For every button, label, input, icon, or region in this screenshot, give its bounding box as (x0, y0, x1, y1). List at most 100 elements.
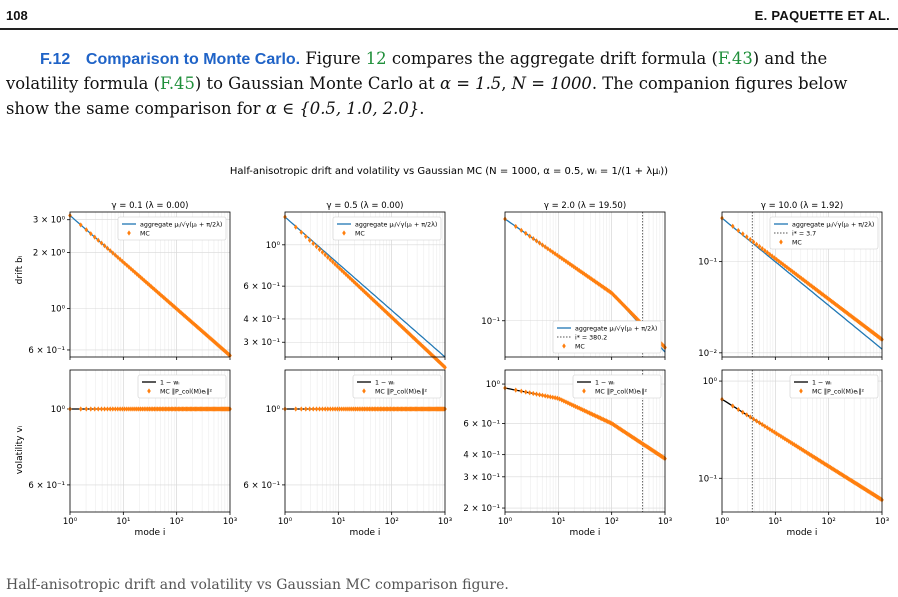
mc-marker (350, 406, 354, 412)
mc-marker (623, 304, 628, 310)
mc-marker (299, 406, 304, 412)
legend: 1 − wᵢ MC ‖P_col(M)eᵢ‖² (137, 374, 227, 399)
mc-marker (760, 421, 764, 428)
mc-marker (311, 240, 316, 247)
legend: aggregate μᵢ/√γ(μᵢ + π/2λ) i* = 380.2 MC (552, 320, 662, 354)
x-tick-label: 10⁰ (498, 517, 513, 527)
mc-marker (827, 296, 831, 302)
mc-marker (631, 312, 635, 318)
equation-ref-vol[interactable]: F.45 (160, 74, 195, 93)
mc-marker (754, 418, 759, 424)
mc-marker (127, 406, 131, 412)
axes-frame (721, 369, 883, 513)
mc-marker (754, 241, 759, 247)
legend-marker-swatch (362, 388, 366, 394)
mc-marker (767, 251, 772, 257)
mc-marker (96, 237, 101, 243)
mc-marker (355, 282, 360, 288)
mc-marker (831, 466, 835, 472)
y-tick-label: 10⁰ (266, 405, 281, 415)
legend-label: MC (355, 231, 365, 238)
panel-title: γ = 0.5 (λ = 0.00) (327, 201, 404, 211)
mc-marker (835, 302, 839, 309)
header-rule (0, 28, 898, 30)
legend-marker-swatch (342, 230, 346, 236)
mc-marker (353, 406, 358, 412)
mc-marker (607, 288, 611, 294)
mc-marker (550, 394, 555, 400)
x-tick-label: 10³ (438, 517, 452, 527)
axes-frame (721, 211, 883, 358)
mc-marker (337, 406, 342, 412)
mc-marker (618, 426, 622, 432)
mc-marker (610, 290, 614, 296)
mc-marker (827, 463, 831, 470)
mc-marker (293, 224, 298, 230)
legend-label: MC ‖P_col(M)eᵢ‖² (595, 389, 647, 396)
legend: aggregate μᵢ/√γ(μᵢ + π/2λ) MC (117, 216, 227, 241)
mc-marker (350, 277, 354, 283)
mc-marker (744, 412, 749, 418)
mc-marker (608, 289, 613, 295)
mc-marker (293, 406, 298, 412)
mc-marker (783, 436, 787, 442)
mc-marker (173, 305, 178, 311)
mc-marker (540, 392, 545, 398)
mc-marker (314, 244, 319, 250)
y-tick-label: 3 × 10⁻¹ (463, 473, 500, 483)
mc-marker (765, 425, 770, 431)
mc-marker (131, 267, 135, 274)
mc-marker (185, 315, 190, 322)
mc-marker (92, 234, 97, 240)
mc-marker (414, 338, 419, 344)
mc-marker (129, 406, 133, 412)
mc-marker (543, 393, 547, 399)
figure-ref-link[interactable]: 12 (365, 49, 387, 68)
mc-marker (108, 406, 112, 412)
legend-box (352, 374, 442, 399)
panel-drift-4: 10⁻¹ 10⁻² γ = 10.0 (λ = 1.92) aggregate μᵢ/… (698, 201, 884, 360)
mc-marker (142, 277, 146, 284)
mc-marker (748, 236, 753, 243)
para-text-1: Figure (300, 49, 366, 68)
mc-marker (799, 275, 804, 281)
x-tick-label: 10⁰ (63, 517, 78, 527)
mc-marker (344, 406, 348, 412)
mc-marker (519, 227, 524, 233)
mc-marker (314, 406, 319, 412)
mc-marker (740, 231, 745, 237)
mc-marker (381, 306, 386, 313)
legend-label: MC ‖P_col(M)eᵢ‖² (375, 389, 427, 396)
mc-marker (201, 329, 205, 335)
mc-marker (523, 230, 528, 237)
mc-marker (763, 423, 767, 429)
x-axis-label: mode i (570, 528, 601, 538)
mc-marker (832, 300, 837, 307)
mc-marker (774, 430, 779, 437)
y-tick-label: 3 × 10⁰ (33, 216, 66, 226)
legend-marker-swatch (799, 388, 803, 394)
mc-marker (804, 449, 809, 455)
mc-marker (406, 329, 410, 336)
x-tick-label: 10² (605, 517, 619, 527)
mc-marker (787, 438, 791, 444)
x-axis-label: mode i (787, 528, 818, 538)
legend-label: MC (140, 231, 150, 238)
mc-marker (815, 456, 820, 462)
mc-marker (404, 328, 409, 334)
mc-marker (413, 336, 418, 343)
legend-label: i* = 3.7 (792, 231, 816, 238)
equation-ref-drift[interactable]: F.43 (717, 49, 753, 68)
mc-marker (111, 250, 115, 256)
mc-marker (105, 406, 110, 412)
mc-marker (788, 267, 793, 273)
mc-marker (129, 266, 133, 272)
mc-marker (580, 270, 585, 276)
mc-marker (335, 406, 340, 412)
y-tick-label: 2 × 10⁻¹ (463, 504, 500, 514)
mc-marker (736, 406, 741, 413)
page-header: 108 E. PAQUETTE ET AL. (0, 0, 898, 30)
mc-marker (138, 406, 143, 412)
mc-marker (149, 283, 153, 290)
mc-marker (620, 301, 625, 307)
